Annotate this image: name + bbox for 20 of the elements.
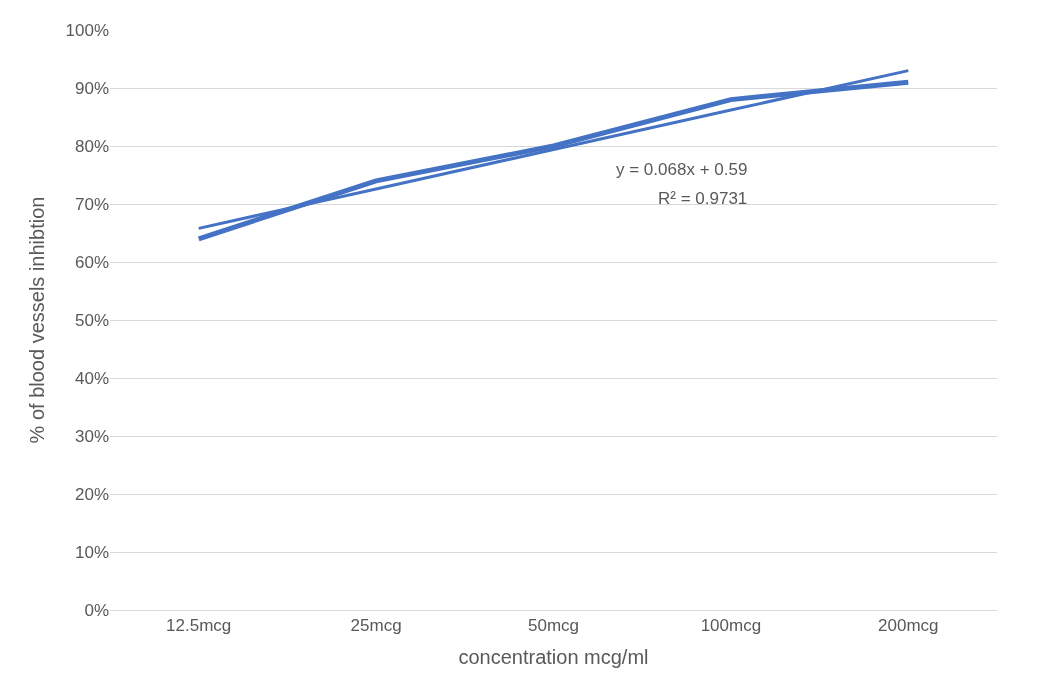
y-tick-label: 60% [74, 252, 109, 272]
x-axis-title: concentration mcg/ml [458, 645, 649, 668]
y-tick-label: 70% [74, 194, 109, 214]
y-tick-label: 0% [84, 600, 109, 620]
x-tick-label: 100mcg [700, 616, 762, 636]
y-axis-title: % of blood vessels inhibtion [26, 196, 49, 444]
y-tick-label: 50% [74, 310, 109, 330]
y-tick-label: 90% [74, 78, 109, 98]
y-tick-label: 30% [74, 426, 109, 446]
x-tick-label: 50mcg [527, 616, 580, 636]
annotation: R² = 0.9731 [658, 189, 748, 208]
x-tick-label: 25mcg [350, 616, 402, 636]
x-tick-label: 200mcg [878, 616, 939, 636]
y-tick-label: 10% [74, 542, 109, 562]
y-tick-label: 20% [74, 484, 109, 504]
annotation: y = 0.068x + 0.59 [616, 160, 748, 179]
y-tick-label: 100% [65, 20, 109, 40]
x-tick-label: 12.5mcg [166, 616, 232, 636]
y-tick-label: 40% [74, 368, 109, 388]
y-tick-label: 80% [74, 136, 109, 156]
